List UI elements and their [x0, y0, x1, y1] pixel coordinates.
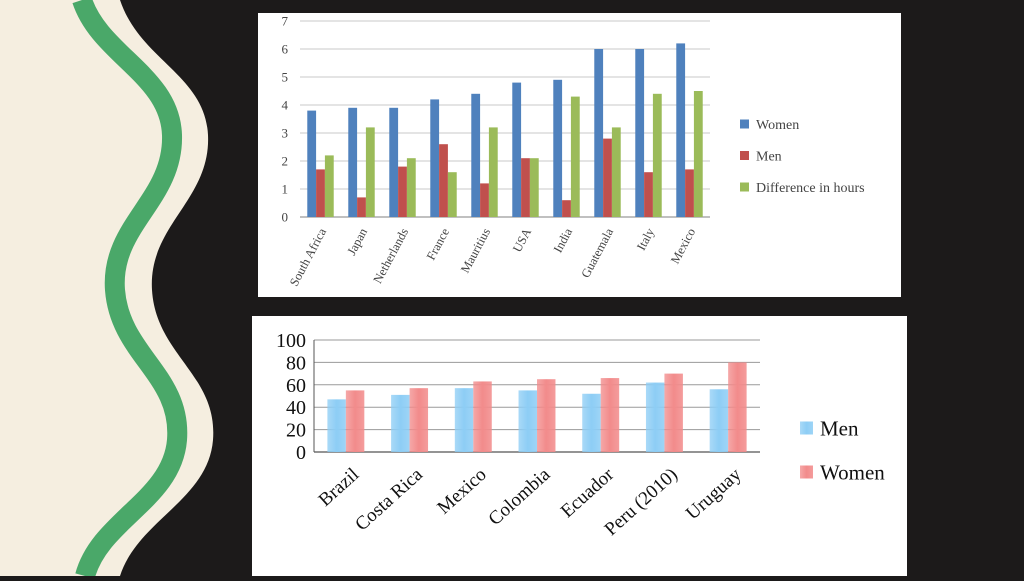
y-tick-label: 7 [282, 14, 289, 29]
bar-difference-in-hours-mexico [693, 91, 703, 217]
legend-swatch-women [740, 119, 749, 129]
y-tick-label: 0 [296, 442, 306, 464]
legend-swatch-men [740, 151, 749, 160]
bar-women-peru-2010 [664, 373, 683, 452]
y-tick-label: 100 [276, 330, 306, 352]
category-label: France [424, 225, 453, 262]
bar-difference-in-hours-usa [529, 158, 539, 217]
category-label: Mexico [668, 226, 698, 266]
category-label: Mexico [433, 464, 490, 518]
bar-difference-in-hours-france [447, 172, 457, 217]
bar-women-costa-rica [409, 388, 429, 452]
legend-swatch-difference-in-hours [740, 182, 749, 192]
bar-women-italy [635, 49, 645, 217]
category-label: Guatemala [578, 225, 616, 280]
y-tick-label: 5 [282, 70, 289, 85]
bar-men-brazil [327, 399, 346, 452]
bar-men-ecuador [582, 393, 601, 452]
bar-women-mexico [676, 43, 686, 218]
y-tick-label: 6 [282, 42, 289, 57]
bar-women-brazil [345, 390, 365, 452]
bar-women-usa [512, 82, 522, 217]
y-tick-label: 4 [282, 98, 289, 113]
bar-men-costa-rica [391, 394, 410, 452]
bar-men-peru-2010 [645, 382, 665, 452]
bar-women-india [553, 79, 563, 217]
bar-difference-in-hours-guatemala [611, 127, 621, 217]
y-tick-label: 40 [286, 397, 306, 419]
bar-men-italy [644, 172, 653, 217]
bar-women-france [430, 99, 440, 217]
bar-men-india [562, 200, 571, 217]
legend-label-men: Men [820, 416, 859, 440]
bar-men-mauritius [480, 183, 489, 217]
y-tick-label: 0 [282, 210, 289, 225]
legend-swatch-women [800, 465, 813, 479]
bar-difference-in-hours-south-africa [324, 155, 334, 217]
green-wave-stripe [72, 0, 188, 576]
category-label: Italy [634, 225, 657, 252]
bar-men-japan [357, 197, 366, 217]
bar-chart-1: 0 1 2 3 4 5 6 7 South Africa Japan Netherlands Fran… [282, 14, 865, 289]
category-label: Brazil [315, 464, 364, 511]
category-label: Ecuador [557, 464, 619, 522]
bar-women-ecuador [600, 378, 620, 452]
y-tick-label: 3 [282, 126, 289, 141]
bar-women-mexico [473, 381, 492, 452]
y-tick-label: 80 [286, 352, 306, 374]
category-label: India [551, 225, 576, 255]
bar-women-colombia [537, 379, 556, 452]
category-label: Mauritius [458, 226, 493, 276]
category-label: Netherlands [370, 226, 411, 286]
bar-men-guatemala [603, 138, 612, 217]
chart-panel-2: 0 20 40 60 80 100 Brazil Costa Rica Mexico Colomb… [252, 316, 907, 576]
legend-label-women: Women [820, 460, 885, 484]
bar-women-japan [348, 107, 358, 217]
bar-women-uruguay [728, 362, 747, 452]
y-tick-label: 20 [286, 420, 306, 442]
bar-difference-in-hours-netherlands [406, 158, 416, 217]
bar-men-south-africa [316, 169, 325, 217]
y-tick-label: 2 [282, 154, 289, 169]
legend-swatch-men [800, 421, 813, 435]
category-label: Colombia [485, 464, 555, 530]
bar-women-mauritius [471, 93, 481, 217]
y-tick-label: 1 [282, 182, 289, 197]
category-label: Costa Rica [351, 464, 427, 535]
bar-women-south-africa [307, 110, 317, 217]
category-label: South Africa [287, 225, 329, 288]
chart-panel-1: 0 1 2 3 4 5 6 7 South Africa Japan Netherlands Fran… [258, 13, 901, 297]
category-label: USA [510, 226, 534, 255]
bar-men-usa [521, 158, 530, 217]
bar-difference-in-hours-italy [652, 93, 662, 217]
category-label: Uruguay [682, 464, 746, 524]
bar-men-uruguay [709, 389, 729, 452]
legend-label-men: Men [756, 149, 782, 164]
bar-women-netherlands [389, 107, 399, 217]
y-tick-label: 60 [286, 375, 306, 397]
bar-men-netherlands [398, 166, 407, 217]
bar-men-colombia [518, 390, 537, 452]
legend-label-women: Women [756, 118, 799, 133]
bar-men-france [439, 144, 448, 217]
bar-men-mexico [685, 169, 694, 217]
bar-difference-in-hours-japan [365, 127, 375, 217]
bar-difference-in-hours-mauritius [488, 127, 498, 217]
category-label: Japan [344, 225, 370, 257]
legend-label-difference-in-hours: Difference in hours [756, 181, 865, 196]
bar-women-guatemala [594, 49, 604, 217]
bar-men-mexico [454, 388, 474, 452]
bar-difference-in-hours-india [570, 96, 580, 217]
